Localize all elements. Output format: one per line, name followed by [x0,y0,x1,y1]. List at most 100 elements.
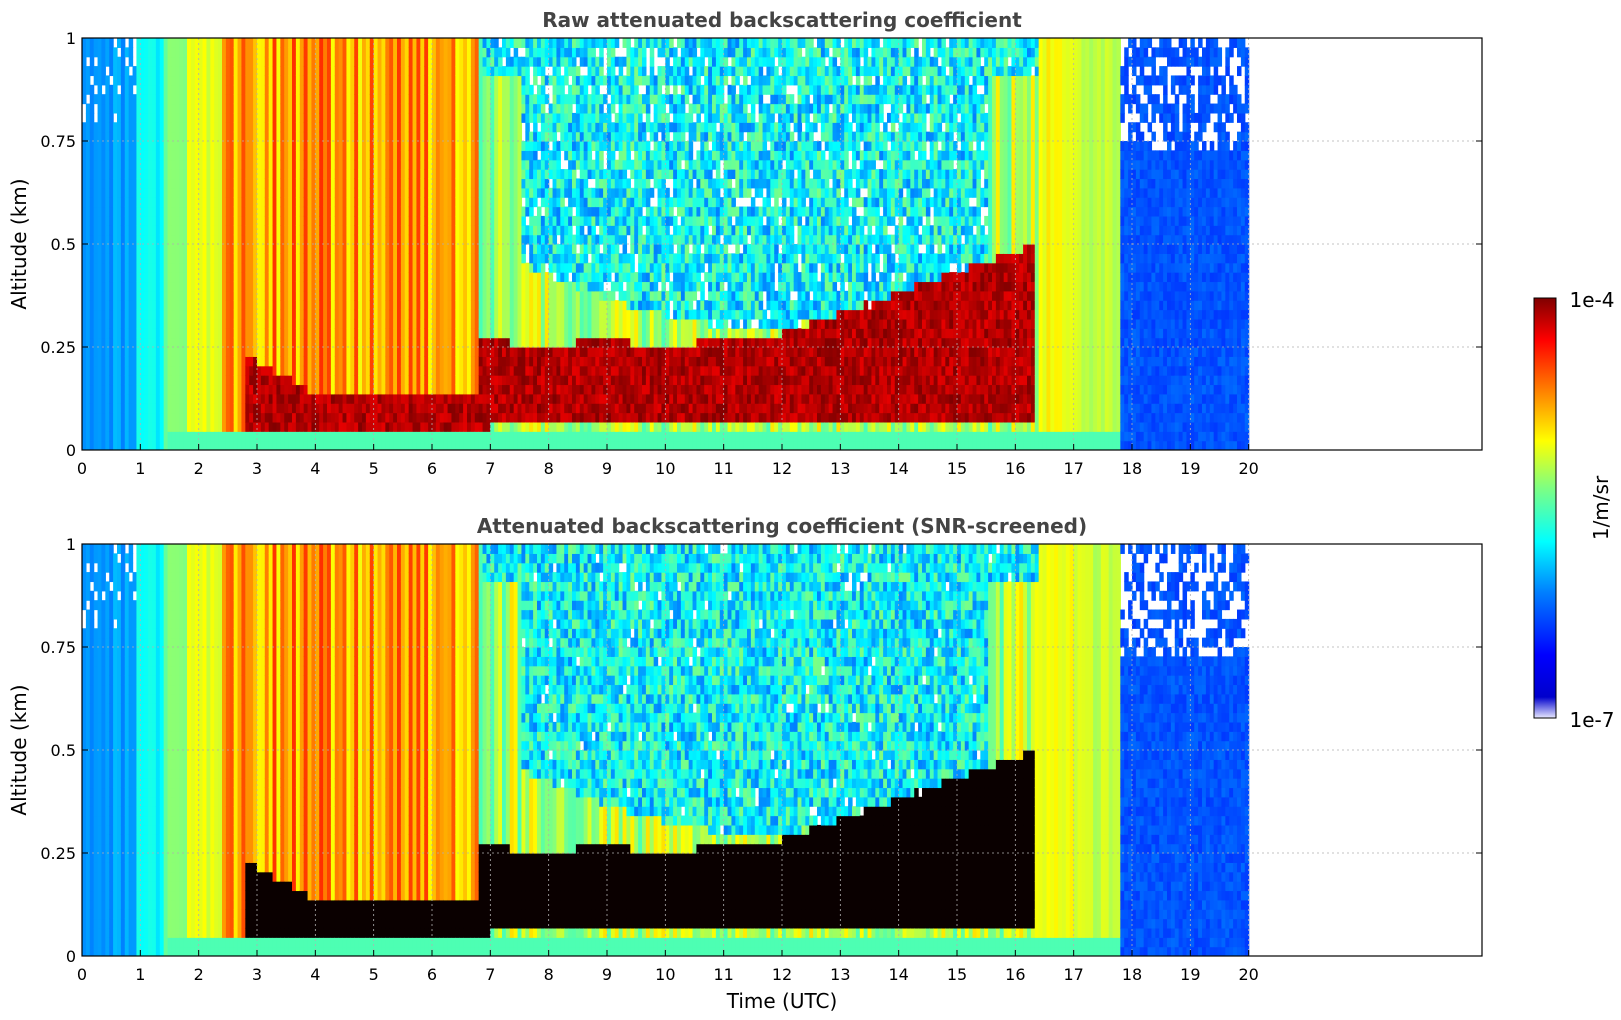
heatmap-cell [420,197,425,208]
heatmap-cell [408,169,414,180]
heatmap-cell [233,393,239,404]
heatmap-cell [175,178,180,189]
heatmap-cell [113,75,118,86]
heatmap-cell [276,112,281,123]
heatmap-cell [272,215,278,226]
heatmap-cell [338,159,344,170]
heatmap-cell [381,440,386,450]
heatmap-cell [373,393,379,404]
heatmap-cell [155,206,161,217]
heatmap-cell [385,215,390,226]
heatmap-cell [280,365,285,376]
heatmap-cell [420,365,425,376]
heatmap-cell [435,112,441,123]
heatmap-cell [509,281,515,292]
heatmap-cell [303,403,309,414]
heatmap-cell [89,141,95,151]
heatmap-cell [229,159,235,170]
heatmap-cell [276,206,281,217]
heatmap-cell [144,403,149,414]
heatmap-cell [132,300,138,311]
heatmap-cell [82,309,87,320]
heatmap-cell [525,431,530,442]
heatmap-cell [482,187,488,198]
heatmap-cell [194,159,200,170]
heatmap-cell [179,178,184,189]
heatmap-cell [459,309,464,320]
heatmap-cell [140,300,145,311]
heatmap-cell [113,421,118,432]
heatmap-cell [330,356,336,367]
heatmap-cell [128,47,134,58]
heatmap-cell [214,356,219,367]
heatmap-cell [404,206,410,217]
heatmap-cell [113,384,118,395]
heatmap-cell [117,234,122,245]
heatmap-cell [393,103,398,114]
heatmap-cell [307,66,313,77]
heatmap-cell [89,421,95,432]
heatmap-cell [373,253,379,264]
heatmap-cell [517,38,523,48]
heatmap-cell [159,356,165,367]
heatmap-cell [264,169,270,180]
heatmap-cell [451,290,456,301]
heatmap-cell [482,337,488,348]
heatmap-cell [439,122,445,133]
heatmap-cell [214,169,219,180]
heatmap-cell [222,337,227,348]
heatmap-cell [148,131,153,142]
heatmap-cell [498,300,503,311]
heatmap-cell [241,225,246,236]
heatmap-cell [369,253,375,264]
heatmap-cell [214,328,219,339]
heatmap-cell [478,103,484,114]
heatmap-cell [225,187,231,198]
heatmap-cell [167,178,173,189]
heatmap-cell [350,178,355,189]
heatmap-cell [136,197,141,208]
heatmap-cell [132,244,138,254]
heatmap-cell [486,309,491,320]
heatmap-cell [400,56,406,67]
heatmap-cell [140,131,145,142]
heatmap-cell [264,84,270,95]
heatmap-cell [241,440,246,450]
heatmap-cell [241,272,246,283]
heatmap-cell [494,253,499,264]
heatmap-cell [218,393,223,404]
heatmap-cell [171,272,176,283]
heatmap-cell [319,66,324,77]
heatmap-cell [424,412,429,423]
heatmap-cell [101,347,106,357]
heatmap-cell [167,206,173,217]
heatmap-cell [132,253,138,264]
heatmap-cell [194,337,200,348]
heatmap-cell [113,169,118,180]
heatmap-cell [206,234,211,245]
heatmap-cell [292,431,297,442]
heatmap-cell [175,337,180,348]
heatmap-cell [175,122,180,133]
heatmap-cell [373,66,379,77]
heatmap-cell [233,66,239,77]
heatmap-cell [89,328,95,339]
heatmap-cell [486,103,491,114]
heatmap-cell [439,84,445,95]
heatmap-cell [85,122,91,133]
heatmap-cell [171,309,176,320]
heatmap-cell [373,412,379,423]
heatmap-cell [354,84,359,95]
heatmap-cell [97,440,103,450]
heatmap-cell [97,122,103,133]
heatmap-cell [346,347,351,357]
heatmap-cell [478,122,484,133]
heatmap-cell [260,206,266,217]
heatmap-cell [295,197,301,208]
heatmap-cell [155,262,161,273]
heatmap-cell [264,365,270,376]
heatmap-cell [412,421,418,432]
heatmap-cell [303,131,309,142]
heatmap-cell [159,290,165,301]
heatmap-cell [175,234,180,245]
